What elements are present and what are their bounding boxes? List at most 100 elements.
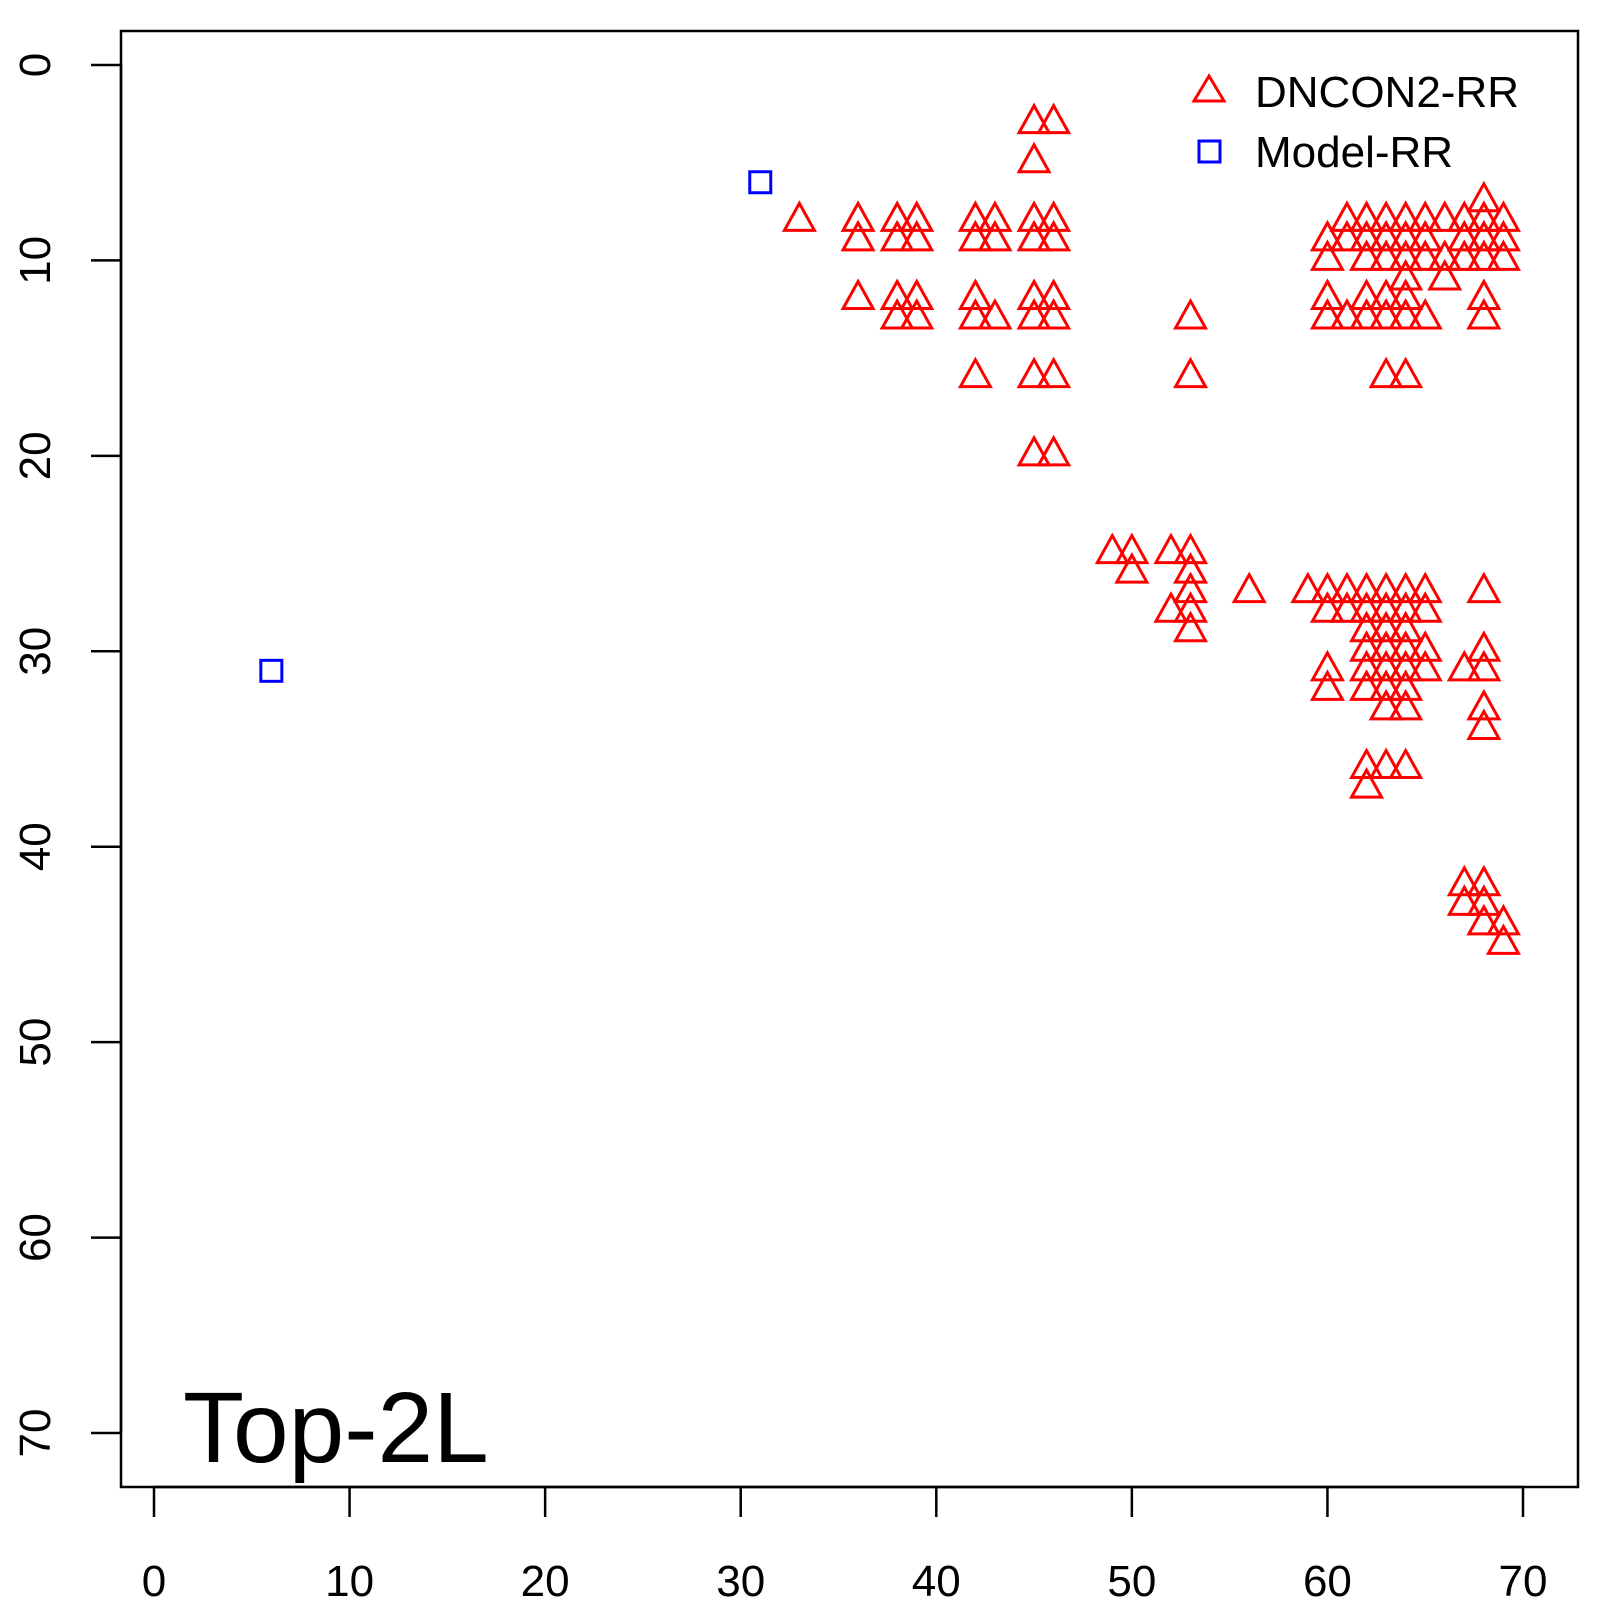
y-tick-label: 10: [11, 236, 60, 285]
point-dncon2-rr: [1407, 297, 1443, 330]
point-dncon2-rr: [977, 297, 1013, 330]
point-dncon2-rr: [840, 278, 876, 311]
point-dncon2-rr: [1485, 903, 1521, 936]
point-dncon2-rr: [781, 200, 817, 232]
point-dncon2-rr: [1485, 923, 1521, 955]
legend-label-dncon2-rr: DNCON2-RR: [1255, 68, 1519, 117]
point-dncon2-rr: [1388, 610, 1424, 643]
point-dncon2-rr: [1407, 219, 1443, 252]
point-dncon2-rr: [1329, 571, 1365, 604]
point-dncon2-rr: [1153, 591, 1189, 623]
point-dncon2-rr: [840, 200, 876, 232]
y-axis: 0 10 20 30 40 50 60 70: [11, 53, 123, 1458]
point-model-rr: [748, 170, 773, 195]
point-dncon2-rr: [1329, 297, 1365, 330]
point-dncon2-rr: [1094, 532, 1130, 565]
point-dncon2-rr: [1427, 258, 1463, 291]
y-tick-label: 70: [11, 1409, 60, 1458]
point-dncon2-rr: [1446, 239, 1482, 271]
point-dncon2-rr: [1368, 610, 1404, 643]
point-dncon2-rr: [1368, 571, 1404, 604]
point-dncon2-rr: [1388, 297, 1424, 330]
point-dncon2-rr: [1329, 591, 1365, 623]
point-dncon2-rr: [1388, 258, 1424, 291]
point-dncon2-rr: [1368, 219, 1404, 252]
y-tick-label: 40: [11, 822, 60, 871]
point-dncon2-rr: [1388, 219, 1424, 252]
point-dncon2-rr: [1309, 219, 1345, 252]
plot-annotation: Top-2L: [183, 1372, 489, 1484]
point-dncon2-rr: [1036, 297, 1072, 330]
point-dncon2-rr: [1388, 747, 1424, 780]
point-dncon2-rr: [957, 297, 993, 330]
point-dncon2-rr: [977, 200, 1013, 232]
point-dncon2-rr: [1348, 649, 1385, 682]
point-dncon2-rr: [879, 219, 915, 252]
point-dncon2-rr: [1368, 747, 1404, 780]
point-dncon2-rr: [1290, 571, 1326, 604]
point-dncon2-rr: [1309, 591, 1345, 623]
point-dncon2-rr: [1172, 297, 1209, 330]
x-tick-label: 40: [912, 1557, 961, 1600]
point-dncon2-rr: [977, 219, 1013, 252]
point-dncon2-rr: [1485, 239, 1521, 271]
point-dncon2-rr: [1485, 219, 1521, 252]
point-dncon2-rr: [1348, 610, 1385, 643]
point-dncon2-rr: [899, 278, 935, 311]
point-dncon2-rr: [1407, 239, 1443, 271]
point-dncon2-rr: [1388, 669, 1424, 701]
point-dncon2-rr: [1388, 688, 1424, 721]
point-dncon2-rr: [1446, 884, 1482, 916]
point-dncon2-rr: [1309, 649, 1345, 682]
point-dncon2-rr: [1329, 219, 1365, 252]
point-dncon2-rr: [1368, 688, 1404, 721]
point-dncon2-rr: [1309, 571, 1345, 604]
point-dncon2-rr: [1446, 219, 1482, 252]
x-tick-label: 20: [521, 1557, 570, 1600]
point-dncon2-rr: [1407, 200, 1443, 232]
point-dncon2-rr: [1368, 669, 1404, 701]
point-dncon2-rr: [1446, 649, 1482, 682]
point-dncon2-rr: [957, 356, 993, 389]
point-dncon2-rr: [1036, 102, 1072, 135]
x-tick-label: 50: [1107, 1557, 1156, 1600]
legend-label-model-rr: Model-RR: [1255, 128, 1453, 177]
point-dncon2-rr: [1388, 591, 1424, 623]
point-dncon2-rr: [1172, 591, 1209, 623]
x-tick-label: 10: [325, 1557, 374, 1600]
point-dncon2-rr: [1016, 278, 1052, 311]
point-dncon2-rr: [1466, 708, 1502, 740]
x-axis: 0 10 20 30 40 50 60 70: [142, 1485, 1547, 1600]
point-dncon2-rr: [1466, 180, 1502, 213]
point-dncon2-rr: [1368, 297, 1404, 330]
point-dncon2-rr: [899, 219, 935, 252]
point-dncon2-rr: [1407, 649, 1443, 682]
point-dncon2-rr: [1172, 571, 1209, 604]
point-dncon2-rr: [899, 200, 935, 232]
point-dncon2-rr: [1153, 532, 1189, 565]
x-tick-label: 30: [716, 1557, 765, 1600]
point-dncon2-rr: [1407, 630, 1443, 662]
point-dncon2-rr: [1348, 200, 1385, 232]
point-dncon2-rr: [1388, 239, 1424, 271]
point-dncon2-rr: [1466, 884, 1502, 916]
point-dncon2-rr: [879, 278, 915, 311]
point-dncon2-rr: [1309, 278, 1345, 311]
point-dncon2-rr: [1036, 219, 1072, 252]
point-dncon2-rr: [1466, 278, 1502, 311]
x-tick-label: 0: [142, 1557, 166, 1600]
point-dncon2-rr: [1016, 200, 1052, 232]
point-dncon2-rr: [1036, 200, 1072, 232]
point-dncon2-rr: [1329, 200, 1365, 232]
point-dncon2-rr: [1466, 297, 1502, 330]
point-dncon2-rr: [1036, 278, 1072, 311]
point-dncon2-rr: [1309, 297, 1345, 330]
y-tick-label: 0: [11, 53, 60, 77]
point-dncon2-rr: [957, 219, 993, 252]
point-dncon2-rr: [1348, 669, 1385, 701]
point-dncon2-rr: [1231, 571, 1267, 604]
point-dncon2-rr: [1309, 669, 1345, 701]
point-dncon2-rr: [1368, 591, 1404, 623]
point-dncon2-rr: [1388, 356, 1424, 389]
